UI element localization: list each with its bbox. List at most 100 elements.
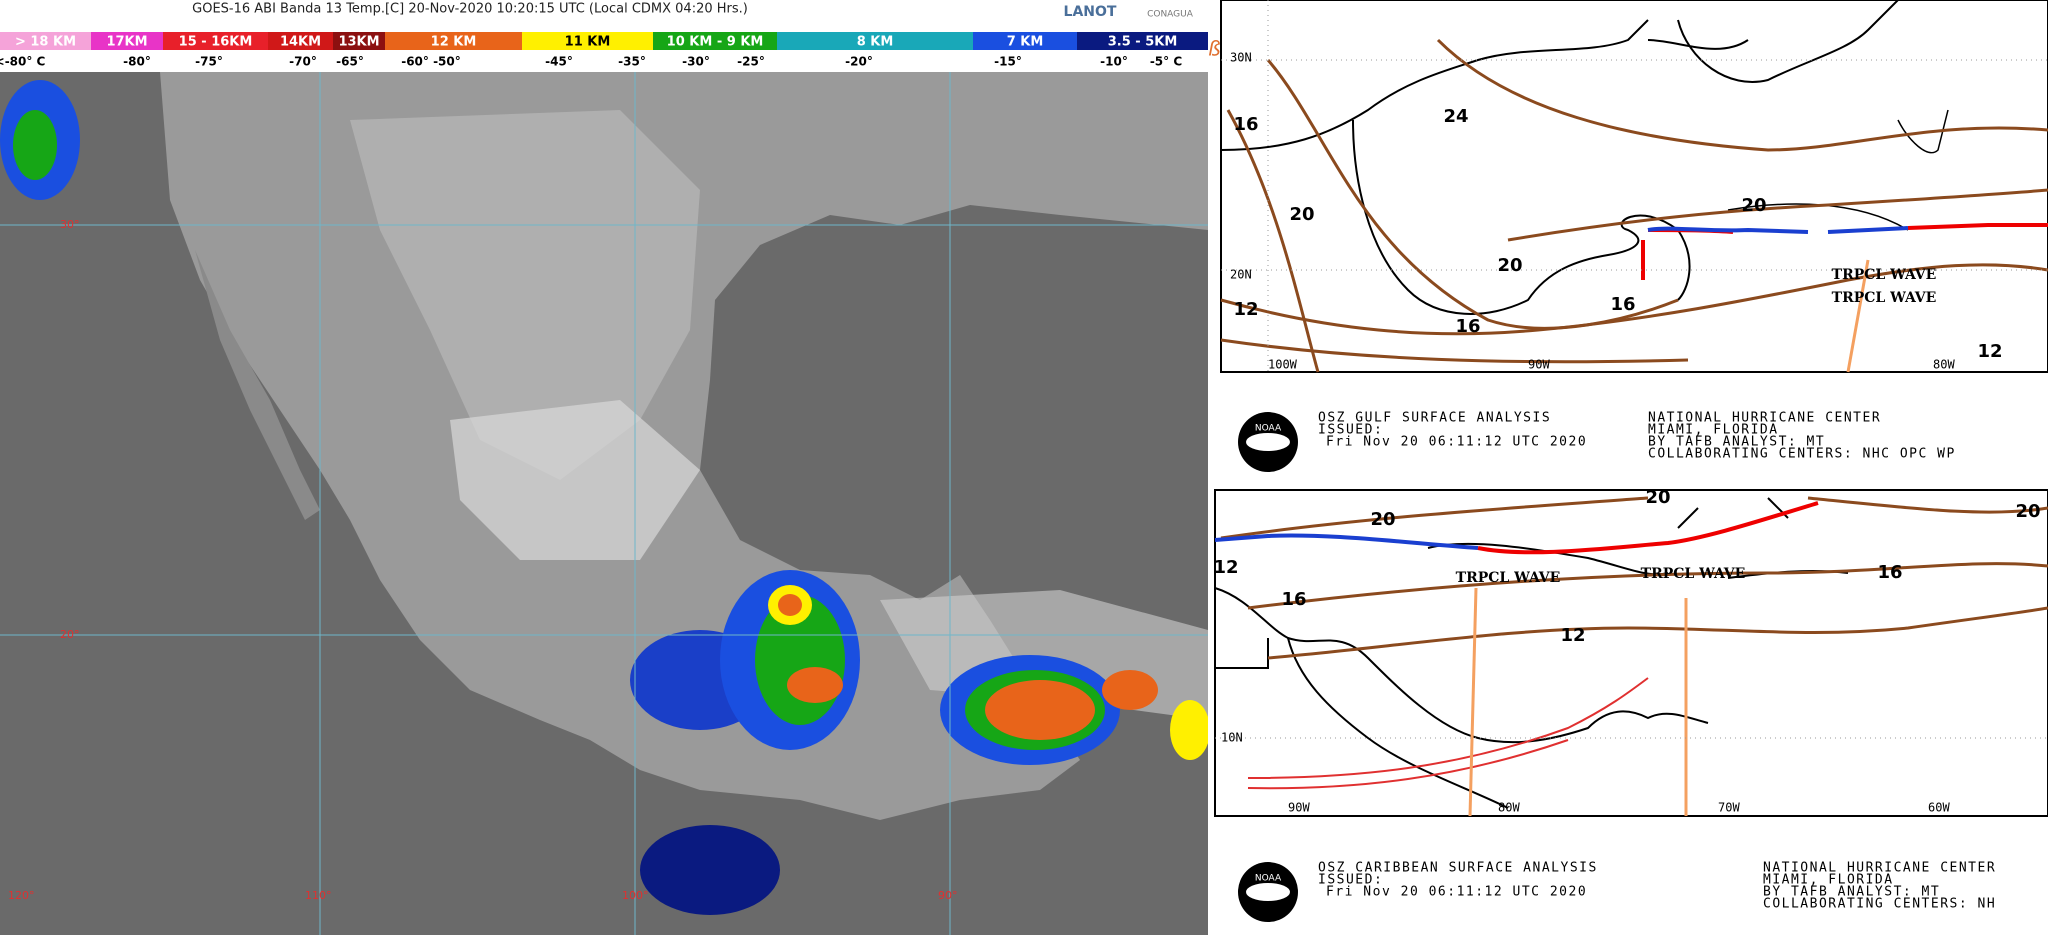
legend: > 18 KM 17KM 15 - 16KM 14KM 13KM 12 KM 11 KM 10…	[0, 32, 1208, 69]
coordinate-label: 60W	[1928, 801, 1950, 815]
temperature-label: -75°	[195, 55, 223, 69]
coordinate-label: 100W	[1268, 358, 1298, 372]
latitude-label: 20°	[60, 628, 80, 641]
isobar	[1220, 263, 2048, 336]
warm-front	[1907, 223, 2048, 230]
temperature-label: -30°	[682, 55, 710, 69]
legend-label: 3.5 - 5KM	[1108, 35, 1178, 50]
isobar-label: 12	[1233, 299, 1258, 320]
caption-collab: COLLABORATING CENTERS: NH	[1763, 897, 1996, 912]
cold-front	[1214, 533, 1479, 550]
noaa-logo-bird	[1246, 433, 1290, 451]
noaa-logo-text: NOAA	[1255, 424, 1282, 434]
caption-analyst: BY TAFB ANALYST: MT	[1763, 885, 1940, 900]
temperature-label: -45°	[545, 55, 573, 69]
temperature-label: -65°	[336, 55, 364, 69]
wave-annotation: TRPCL WAVE	[1456, 570, 1561, 586]
satellite-panel: GOES-16 ABI Banda 13 Temp.[C] 20-Nov-202…	[0, 0, 1208, 935]
temperature-label: -25°	[737, 55, 765, 69]
latitude-label: 30°	[60, 218, 80, 231]
isobar-label: 16	[1281, 589, 1306, 610]
noaa-logo-text: NOAA	[1255, 874, 1282, 884]
coordinate-label: 80W	[1498, 801, 1520, 815]
wave-annotation: TRPCL WAVE	[1832, 290, 1937, 306]
satellite-image: 30° 20° 120° 110° 100° 90°	[0, 72, 1208, 935]
stationary-front	[1477, 501, 1819, 555]
isobar	[1267, 606, 2048, 660]
legend-swatch	[91, 32, 163, 50]
legend-label: 8 KM	[857, 35, 894, 50]
wave-annotation: TRPCL WAVE	[1832, 267, 1937, 283]
legend-label: 10 KM - 9 KM	[667, 35, 764, 50]
gulf-panel: 16 20 24 20 20 16 16 12 12 30N 20N 100W 90W 80W TRPCL …	[1208, 0, 2048, 472]
logo-lanot: LANOT	[1064, 4, 1117, 20]
legend-swatch	[163, 32, 268, 50]
legend-label: 7 KM	[1007, 35, 1044, 50]
temperature-label: -15°	[994, 55, 1022, 69]
temperature-label: -70°	[289, 55, 317, 69]
convection	[1170, 700, 1208, 760]
convection	[787, 667, 843, 703]
legend-swatch	[268, 32, 333, 50]
isobar-label: 16	[1610, 294, 1635, 315]
caption-center: NATIONAL HURRICANE CENTER	[1763, 861, 1996, 876]
caribbean-labels: 20 20 20 16 16 12 12 10N 90W 80W 70W 60W TRPCL WAVE T…	[1213, 487, 2040, 815]
temperature-label: -10°	[1100, 55, 1128, 69]
convection	[13, 110, 57, 180]
isobar-label: 20	[1370, 509, 1395, 530]
baja-california	[195, 250, 320, 520]
convection	[985, 680, 1095, 740]
tropical-wave-axis	[1846, 259, 1870, 373]
isobar-label: 20	[1741, 195, 1766, 216]
coordinate-label: 10N	[1221, 731, 1243, 745]
isobar-label: 20	[1289, 204, 1314, 225]
isobar-label: 24	[1443, 106, 1468, 127]
legend-label: 14KM	[280, 35, 321, 50]
temperature-label: -20°	[845, 55, 873, 69]
cloud-field	[350, 110, 700, 480]
coordinate-label: 70W	[1718, 801, 1740, 815]
legend-swatch	[777, 32, 973, 50]
legend-label: > 18 KM	[15, 35, 76, 50]
legend-label: 12 KM	[431, 35, 477, 50]
temperature-label: -60° -50°	[401, 55, 461, 69]
isobar-label: 20	[1497, 255, 1522, 276]
isobar-label: 12	[1560, 625, 1585, 646]
legend-label: 11 KM	[565, 35, 611, 50]
caribbean-panel: 20 20 20 16 16 12 12 10N 90W 80W 70W 60W TRPCL WAVE T…	[1213, 487, 2048, 922]
coastline	[1215, 637, 1509, 809]
caption-center: NATIONAL HURRICANE CENTER	[1648, 411, 1881, 426]
cloud-field	[450, 400, 700, 560]
caption-collab: COLLABORATING CENTERS: NHC OPC WP	[1648, 447, 1956, 462]
coordinate-label: 80W	[1933, 358, 1955, 372]
caption-title: OSZ CARIBBEAN SURFACE ANALYSIS	[1318, 861, 1598, 876]
convection	[778, 594, 802, 616]
caption-issued: ISSUED:	[1318, 873, 1383, 888]
temperature-label: <-80° C	[0, 55, 46, 69]
coordinate-label: 90W	[1528, 358, 1550, 372]
isobar-label: 12	[1977, 341, 2002, 362]
caption-place: MIAMI, FLORIDA	[1648, 423, 1779, 438]
isobar-label: 16	[1233, 114, 1258, 135]
isobar	[1436, 38, 2048, 152]
legend-label: 13KM	[338, 35, 379, 50]
legend-label: 15 - 16KM	[179, 35, 253, 50]
coordinate-label: 30N	[1230, 51, 1252, 65]
caption-issued: ISSUED:	[1318, 423, 1383, 438]
caption-time: Fri Nov 20 06:11:12 UTC 2020	[1326, 885, 1587, 900]
legend-swatch	[653, 32, 777, 50]
legend-swatch	[973, 32, 1077, 50]
longitude-label: 90°	[938, 889, 958, 902]
temperature-label: -35°	[618, 55, 646, 69]
gulf-labels: 16 20 24 20 20 16 16 12 12 30N 20N 100W 90W 80W TRPCL …	[1230, 51, 2003, 372]
legend-label: 17KM	[106, 35, 147, 50]
convection	[640, 825, 780, 915]
legend-swatch	[522, 32, 653, 50]
coordinate-label: 90W	[1288, 801, 1310, 815]
convection	[1102, 670, 1158, 710]
longitude-label: 120°	[8, 889, 35, 902]
longitude-label: 110°	[305, 889, 332, 902]
temperature-label: -5° C	[1150, 55, 1183, 69]
coastline	[1220, 0, 1899, 151]
